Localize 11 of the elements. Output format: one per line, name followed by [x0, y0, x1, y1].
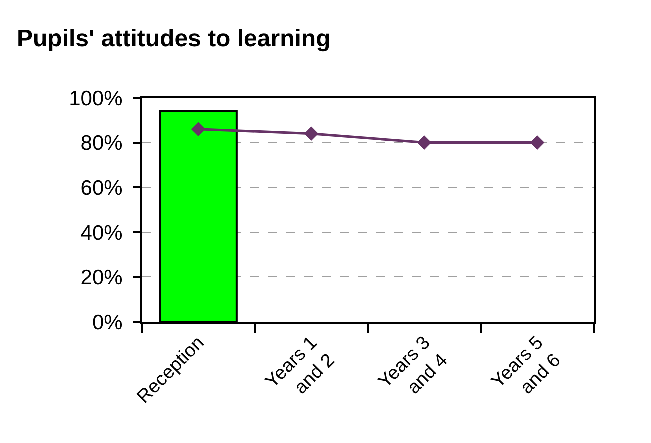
- point: [417, 136, 432, 150]
- point: [304, 126, 319, 141]
- y-tick-label: 0%: [92, 311, 123, 334]
- y-tick-label: 40%: [80, 222, 123, 245]
- y-tick-label: 60%: [80, 176, 123, 200]
- y-tick-label: 20%: [80, 266, 123, 290]
- chart-title: Pupils' attitudes to learning: [17, 25, 331, 52]
- y-tick-label: 100%: [69, 87, 123, 110]
- point: [530, 136, 545, 150]
- y-tick-label: 80%: [80, 132, 123, 156]
- point: [191, 122, 206, 137]
